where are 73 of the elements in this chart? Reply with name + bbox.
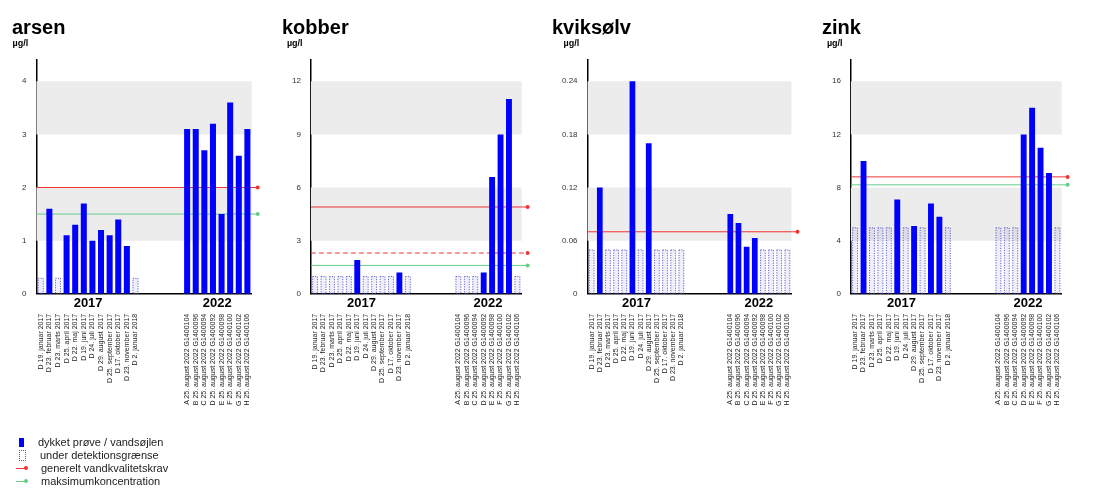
legend-label: dykket prøve / vandsøjlen: [38, 436, 164, 449]
bar: [911, 226, 918, 294]
y-tick-label: 12: [291, 76, 302, 86]
y-axis-title: µg/l: [286, 37, 303, 48]
bar: [936, 216, 943, 294]
bar: [106, 235, 113, 294]
bar: [480, 272, 487, 294]
legend-label: maksimumkoncentration: [41, 475, 161, 488]
bar: [1029, 107, 1036, 294]
y-axis-title: µg/l: [826, 37, 843, 48]
y-tick-label: 0: [296, 288, 302, 298]
bar: [218, 214, 225, 294]
text: 2017: [347, 294, 376, 310]
bar: [227, 102, 234, 294]
bar: [244, 129, 251, 294]
y-tick-label: 9: [296, 129, 302, 139]
bar: [123, 245, 130, 294]
chart-title: arsen: [12, 15, 66, 38]
text: 2022: [473, 294, 503, 310]
y-axis-title: µg/l: [12, 37, 29, 48]
y-tick-label: 16: [831, 76, 842, 86]
y-tick-label: 0: [22, 288, 27, 298]
text: 2022: [202, 294, 232, 310]
chart-title: kviksølv: [552, 15, 632, 38]
y-axis-title: µg/l: [563, 37, 580, 48]
bar: [46, 208, 53, 294]
bar: [751, 237, 758, 294]
y-tick-label: 4: [22, 76, 27, 86]
chart-title: kobber: [282, 15, 349, 38]
legend-label: generelt vandkvalitetskrav: [41, 462, 169, 475]
text: 2017: [887, 294, 916, 310]
bar: [596, 187, 603, 294]
y-tick-label: 0: [836, 288, 842, 298]
bar: [115, 219, 122, 294]
y-tick-label: 12: [831, 129, 842, 139]
bar: [235, 155, 242, 294]
legend-label: under detektionsgrænse: [40, 449, 159, 462]
y-tick-label: 0.18: [561, 129, 579, 139]
chart-title: zink: [822, 15, 862, 38]
bar: [489, 176, 496, 294]
y-tick-label: 3: [296, 235, 302, 245]
bar: [1020, 134, 1027, 294]
bar: [894, 199, 901, 294]
y-tick-label: 8: [836, 182, 842, 192]
bar: [396, 272, 403, 294]
bar: [184, 129, 191, 294]
text: 2017: [73, 294, 103, 310]
text: 2017: [622, 294, 651, 310]
bar: [928, 203, 934, 294]
y-tick-label: 6: [296, 182, 302, 192]
y-tick-label: 4: [836, 235, 842, 245]
bar: [354, 260, 361, 294]
bar: [645, 143, 652, 294]
y-tick-label: 0.12: [561, 182, 579, 192]
y-tick-label: 0: [573, 288, 579, 298]
bar: [727, 214, 734, 294]
y-tick-label: 1: [22, 235, 27, 245]
text: 2022: [744, 294, 774, 310]
bar: [80, 203, 87, 294]
bar: [98, 230, 105, 294]
y-tick-label: 3: [22, 129, 27, 139]
bar: [506, 98, 512, 294]
bar: [192, 129, 199, 294]
bar: [209, 123, 216, 294]
text: 2022: [1013, 294, 1043, 310]
bar: [72, 224, 79, 294]
y-tick-label: 0.06: [561, 235, 579, 245]
bar: [89, 240, 96, 294]
bar: [63, 235, 70, 294]
y-tick-label: 0.24: [561, 76, 579, 86]
y-tick-label: 2: [22, 182, 27, 192]
bar: [1046, 172, 1052, 294]
bar: [201, 150, 208, 294]
